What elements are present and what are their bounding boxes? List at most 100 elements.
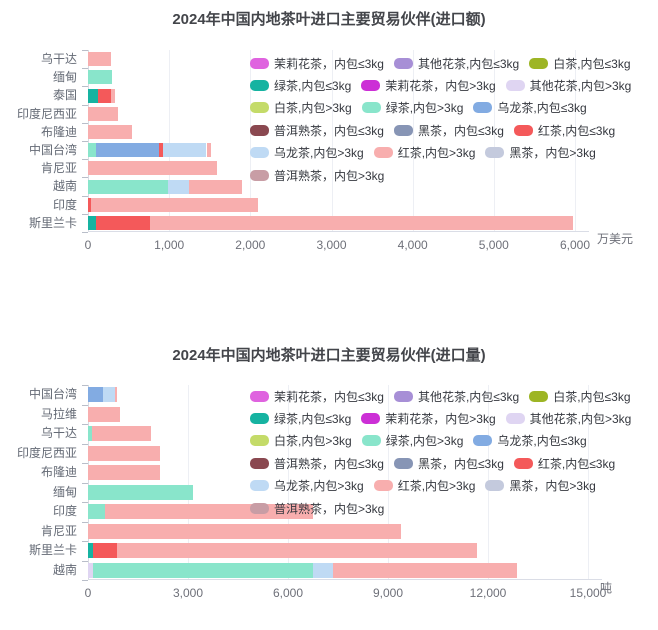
legend-item[interactable]: 乌龙茶,内包≤3kg [473,432,587,449]
bar-segment[interactable] [103,387,115,403]
legend-item[interactable]: 茉莉花茶，内包>3kg [361,410,496,427]
bar-segment[interactable] [88,445,160,461]
bar-segment[interactable] [313,562,333,578]
y-axis-tick [82,122,88,124]
legend-item-label: 绿茶,内包>3kg [385,101,464,116]
bar-segment[interactable] [206,143,211,158]
category-label: 肯尼亚 [40,523,77,538]
bar-segment[interactable] [88,523,402,539]
legend-item-label: 乌龙茶,内包>3kg [274,146,364,161]
legend-item[interactable]: 其他花茶,内包≤3kg [393,388,519,405]
bar-segment[interactable] [88,465,160,481]
legend-item[interactable]: 黑茶，内包>3kg [485,144,596,161]
legend-item[interactable]: 绿茶,内包>3kg [361,432,463,449]
bar-segment[interactable] [88,543,93,559]
legend-item[interactable]: 红茶,内包>3kg [373,477,476,494]
legend-item[interactable]: 普洱熟茶，内包≤3kg [250,122,384,139]
bar-segment[interactable] [93,543,117,559]
category-label: 印度尼西亚 [16,106,77,121]
bar-segment[interactable] [88,88,99,103]
bar-segment[interactable] [88,426,92,442]
legend-item[interactable]: 黑茶，内包≤3kg [393,122,504,139]
bar-segment[interactable] [92,426,152,442]
legend-swatch [250,147,269,159]
chart-title: 2024年中国内地茶叶进口主要贸易伙伴(进口额) [172,11,486,28]
bar-segment[interactable] [117,543,477,559]
legend: 茉莉花茶，内包≤3kg 其他花茶,内包≤3kg 白茶,内包≤3kg 绿茶,内包≤3kg… [250,52,631,186]
bar-segment[interactable] [88,161,218,176]
legend-item[interactable]: 其他花茶,内包≤3kg [393,55,519,72]
bar-segment[interactable] [91,197,259,212]
y-axis-tick [82,159,88,161]
bar-segment[interactable] [88,106,119,121]
legend-item[interactable]: 茉莉花茶，内包>3kg [361,77,496,94]
x-tick-label: 0 [84,238,92,252]
bar-segment[interactable] [88,52,111,67]
legend-swatch [250,413,269,425]
category-label: 印度 [52,197,77,212]
legend-item[interactable]: 茉莉花茶，内包≤3kg [250,388,384,405]
legend-swatch [485,480,505,492]
bar-segment[interactable] [88,197,92,212]
bar-segment[interactable] [168,179,189,194]
bar-segment[interactable] [88,70,113,85]
legend-item[interactable]: 其他花茶,内包>3kg [505,77,631,94]
bar-segment[interactable] [111,88,116,103]
legend-item[interactable]: 绿茶,内包≤3kg [250,410,351,427]
bar-segment[interactable] [88,179,169,194]
legend-item[interactable]: 乌龙茶,内包>3kg [250,477,364,494]
legend-item[interactable]: 普洱熟茶，内包>3kg [250,167,384,184]
legend-item[interactable]: 茉莉花茶，内包≤3kg [250,55,384,72]
y-axis-tick [82,560,88,562]
legend-item[interactable]: 普洱熟茶，内包>3kg [250,500,384,517]
y-axis-tick [82,86,88,88]
chart-title: 2024年中国内地茶叶进口主要贸易伙伴(进口量) [172,347,486,364]
legend-row: 普洱熟茶，内包>3kg [250,164,631,186]
bar-segment[interactable] [115,387,117,403]
legend-item-label: 红茶,内包≤3kg [537,123,616,138]
bar-segment[interactable] [88,562,93,578]
bar-segment[interactable] [96,215,151,230]
legend-item-label: 绿茶,内包≤3kg [274,412,352,427]
legend-item[interactable]: 红茶,内包>3kg [373,144,475,161]
legend-item[interactable]: 白茶,内包>3kg [250,432,352,449]
category-label: 马拉维 [40,406,77,421]
legend-item[interactable]: 绿茶,内包≤3kg [250,77,351,94]
legend-item[interactable]: 白茶,内包≤3kg [529,388,631,405]
legend-item[interactable]: 黑茶，内包≤3kg [393,455,504,472]
x-tick-label: 12,000 [469,586,507,600]
legend-item[interactable]: 普洱熟茶，内包≤3kg [250,455,384,472]
bar-segment[interactable] [150,215,573,230]
bar-segment[interactable] [159,143,164,158]
bar-segment[interactable] [333,562,517,578]
legend-swatch [361,80,381,92]
legend-item[interactable]: 绿茶,内包>3kg [361,99,464,116]
legend-item-label: 红茶,内包>3kg [397,479,476,494]
legend-item-label: 茉莉花茶，内包>3kg [385,79,496,94]
legend-item[interactable]: 其他花茶,内包>3kg [505,410,631,427]
legend-item[interactable]: 黑茶，内包>3kg [485,477,596,494]
bar-segment[interactable] [88,124,132,139]
bar-segment[interactable] [88,387,103,403]
legend-item[interactable]: 红茶,内包≤3kg [513,122,616,139]
legend-swatch [505,80,525,92]
bar-segment[interactable] [88,484,193,500]
bar-segment[interactable] [88,215,97,230]
legend-item[interactable]: 白茶,内包>3kg [250,99,352,116]
bar-segment[interactable] [88,504,105,520]
bar-segment[interactable] [188,179,243,194]
legend-item[interactable]: 红茶,内包≤3kg [513,455,615,472]
bar-segment[interactable] [163,143,207,158]
bar-segment[interactable] [88,406,120,422]
x-axis-labels: 0 1,000 2,000 3,000 4,000 5,000 6,000 [0,238,658,254]
legend-row: 普洱熟茶，内包≤3kg 黑茶，内包≤3kg 红茶,内包≤3kg [250,119,631,141]
legend-item[interactable]: 乌龙茶,内包≤3kg [473,99,587,116]
legend-item[interactable]: 白茶,内包≤3kg [529,55,631,72]
bar-segment[interactable] [96,143,160,158]
bar-segment[interactable] [93,562,313,578]
legend-item[interactable]: 乌龙茶,内包>3kg [250,144,364,161]
y-axis-tick [82,482,88,484]
gridline [169,50,171,232]
bar-segment[interactable] [98,88,112,103]
bar-segment[interactable] [88,143,97,158]
